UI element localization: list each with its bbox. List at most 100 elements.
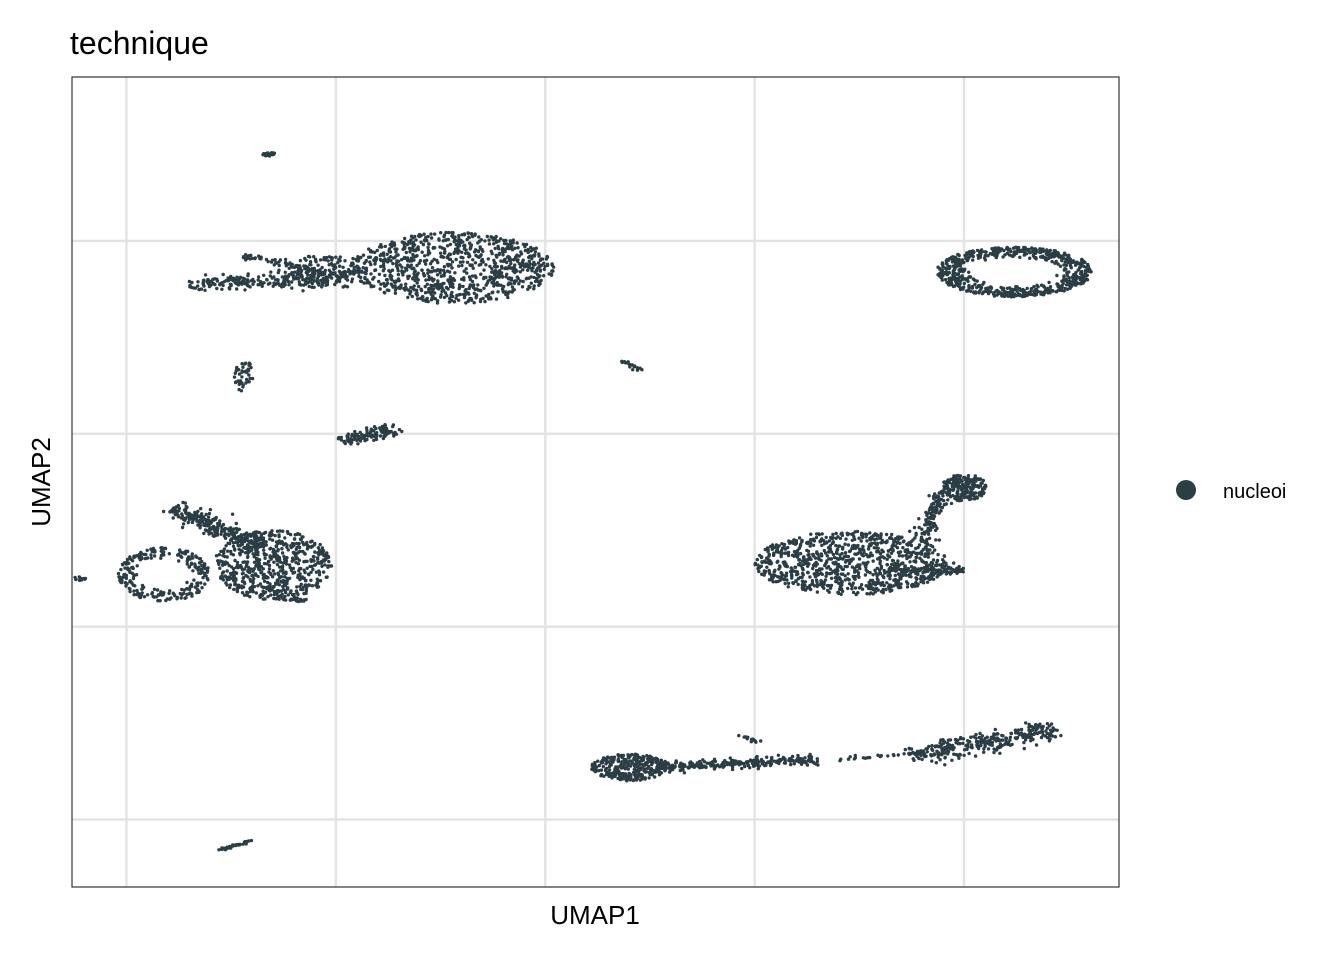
data-point bbox=[495, 280, 499, 285]
data-point bbox=[223, 574, 227, 578]
data-point bbox=[529, 281, 533, 285]
data-point bbox=[425, 282, 429, 286]
data-point bbox=[811, 563, 816, 568]
data-point bbox=[415, 293, 419, 297]
data-point bbox=[177, 559, 181, 563]
data-point bbox=[896, 566, 900, 570]
data-point bbox=[462, 232, 467, 236]
data-point bbox=[773, 568, 777, 572]
data-point bbox=[956, 489, 960, 493]
data-point bbox=[834, 576, 838, 580]
data-point bbox=[490, 267, 494, 271]
data-point bbox=[934, 538, 938, 542]
data-point bbox=[875, 537, 879, 541]
data-point bbox=[815, 590, 820, 594]
data-point bbox=[806, 553, 810, 557]
data-point bbox=[189, 562, 194, 566]
data-point bbox=[269, 270, 273, 274]
data-point bbox=[472, 250, 477, 254]
data-point bbox=[858, 550, 862, 554]
data-point bbox=[942, 480, 947, 484]
data-point bbox=[175, 597, 179, 601]
data-point bbox=[298, 572, 302, 576]
data-point bbox=[900, 561, 904, 566]
data-point bbox=[369, 249, 373, 253]
data-point bbox=[879, 589, 884, 594]
data-point bbox=[891, 548, 895, 552]
data-point bbox=[538, 282, 542, 286]
data-point bbox=[532, 254, 536, 258]
data-point bbox=[823, 563, 827, 568]
data-point bbox=[365, 428, 369, 433]
data-point bbox=[494, 253, 498, 257]
data-point bbox=[939, 509, 943, 513]
data-point bbox=[353, 269, 357, 273]
data-point bbox=[988, 251, 993, 256]
data-point bbox=[240, 591, 245, 595]
data-point bbox=[476, 249, 481, 254]
data-point bbox=[924, 510, 928, 515]
grid-lines bbox=[72, 77, 1119, 887]
data-point bbox=[422, 232, 426, 236]
data-point bbox=[782, 577, 787, 581]
data-point bbox=[265, 586, 269, 591]
data-point bbox=[256, 278, 260, 282]
data-point bbox=[760, 560, 764, 565]
data-point bbox=[798, 551, 803, 556]
data-point bbox=[451, 294, 455, 299]
data-point bbox=[774, 543, 779, 547]
data-point bbox=[205, 566, 209, 570]
data-point bbox=[947, 276, 951, 281]
data-point bbox=[390, 278, 394, 282]
data-point bbox=[410, 294, 414, 299]
data-point bbox=[983, 289, 987, 294]
data-point bbox=[505, 260, 509, 265]
data-point bbox=[176, 515, 181, 519]
data-point bbox=[241, 255, 246, 260]
data-point bbox=[755, 557, 759, 562]
data-point bbox=[391, 261, 395, 266]
data-point bbox=[499, 259, 503, 263]
data-point bbox=[369, 432, 373, 436]
data-point bbox=[501, 287, 505, 291]
data-point bbox=[171, 510, 175, 514]
data-point bbox=[878, 551, 883, 556]
data-point bbox=[980, 489, 985, 493]
data-point bbox=[277, 534, 281, 539]
data-point bbox=[824, 535, 828, 540]
data-point bbox=[230, 512, 235, 516]
data-point bbox=[409, 234, 414, 238]
data-point bbox=[218, 566, 222, 570]
data-point bbox=[145, 548, 149, 552]
data-point bbox=[207, 521, 211, 525]
data-point bbox=[607, 768, 612, 772]
data-point bbox=[235, 366, 239, 370]
data-point bbox=[779, 550, 783, 554]
data-point bbox=[919, 577, 923, 581]
data-point bbox=[936, 552, 940, 557]
data-point bbox=[504, 247, 508, 251]
data-point bbox=[834, 560, 838, 564]
data-point bbox=[478, 247, 483, 251]
data-point bbox=[240, 536, 244, 541]
data-point bbox=[307, 269, 311, 273]
data-point bbox=[839, 532, 843, 536]
data-point bbox=[550, 263, 554, 267]
data-point bbox=[840, 589, 845, 593]
data-point bbox=[445, 244, 450, 248]
data-point bbox=[462, 295, 467, 300]
data-point bbox=[261, 576, 266, 580]
data-point bbox=[492, 264, 497, 268]
data-point bbox=[542, 267, 546, 272]
data-point bbox=[387, 288, 391, 293]
data-point bbox=[221, 283, 225, 288]
data-point bbox=[472, 291, 476, 295]
data-point bbox=[926, 526, 930, 530]
data-point bbox=[898, 573, 902, 577]
data-point bbox=[285, 587, 290, 591]
data-point bbox=[1028, 250, 1033, 255]
data-point bbox=[383, 432, 387, 436]
data-point bbox=[317, 548, 322, 552]
data-point bbox=[511, 241, 515, 245]
data-point bbox=[644, 770, 649, 774]
